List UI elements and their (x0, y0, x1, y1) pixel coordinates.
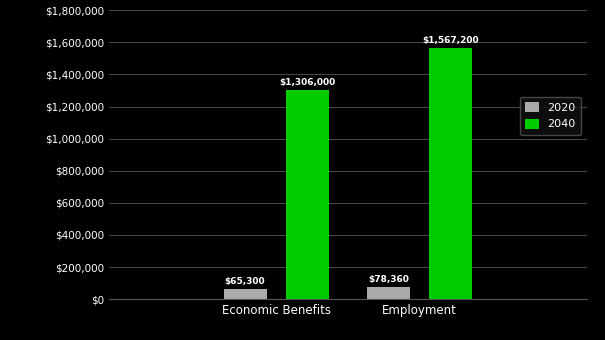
Bar (367, 287, 410, 299)
Text: $1,567,200: $1,567,200 (422, 36, 479, 45)
Bar (286, 89, 329, 299)
Bar (224, 289, 267, 299)
Text: $1,306,000: $1,306,000 (279, 78, 335, 87)
Text: $78,360: $78,360 (368, 275, 409, 284)
Bar (429, 48, 472, 299)
Text: $65,300: $65,300 (225, 277, 266, 286)
Legend: 2020, 2040: 2020, 2040 (520, 97, 581, 135)
